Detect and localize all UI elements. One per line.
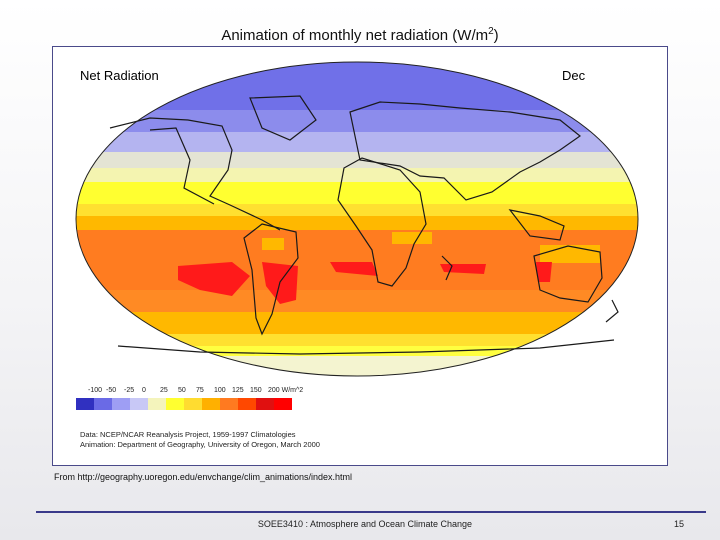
slide-title: Animation of monthly net radiation (W/m2…	[221, 26, 499, 44]
map-heading: Net Radiation	[80, 68, 159, 83]
credit-line: Data: NCEP/NCAR Reanalysis Project, 1959…	[80, 430, 296, 439]
map-credits: Data: NCEP/NCAR Reanalysis Project, 1959…	[80, 430, 320, 450]
colorbar-swatch	[166, 398, 184, 410]
footer-divider	[36, 511, 706, 513]
colorbar-tick-label: 100	[214, 387, 226, 394]
colorbar-tick-label: 50	[178, 387, 186, 394]
map-month: Dec	[562, 68, 586, 83]
colorbar-tick-label: 150	[250, 387, 262, 394]
colorbar-swatch	[274, 398, 292, 410]
map-outline	[75, 61, 639, 377]
colorbar-swatch	[130, 398, 148, 410]
colorbar	[76, 398, 292, 410]
colorbar-tick-label: -100	[88, 387, 103, 394]
colorbar-swatch	[202, 398, 220, 410]
colorbar-swatch	[112, 398, 130, 410]
colorbar-tick-label: -50	[106, 387, 117, 394]
colorbar-tick-label: 125	[232, 387, 244, 394]
colorbar-swatch	[184, 398, 202, 410]
colorbar-swatch	[94, 398, 112, 410]
credit-line: Animation: Department of Geography, Univ…	[80, 440, 320, 449]
colorbar-tick-label: 0	[142, 387, 146, 394]
colorbar-swatch	[220, 398, 238, 410]
colorbar-swatch	[148, 398, 166, 410]
source-url: From http://geography.uoregon.edu/envcha…	[54, 472, 353, 482]
coastlines	[109, 95, 619, 355]
colorbar-tick-label: 75	[196, 387, 204, 394]
colorbar-tick-label: -25	[124, 387, 135, 394]
colorbar-tick-label: 200 W/m^2	[268, 387, 304, 394]
page-number: 15	[674, 519, 685, 529]
colorbar-swatch	[76, 398, 94, 410]
colorbar-tick-labels: -100 -50 -25 0 25 50 75 100 125 150 200 W/m^2	[76, 387, 326, 399]
colorbar-tick-label: 25	[160, 387, 168, 394]
radiation-field	[76, 62, 638, 376]
colorbar-swatch	[256, 398, 274, 410]
colorbar-swatch	[238, 398, 256, 410]
footer-course-title: SOEE3410 : Atmosphere and Ocean Climate …	[257, 519, 473, 529]
